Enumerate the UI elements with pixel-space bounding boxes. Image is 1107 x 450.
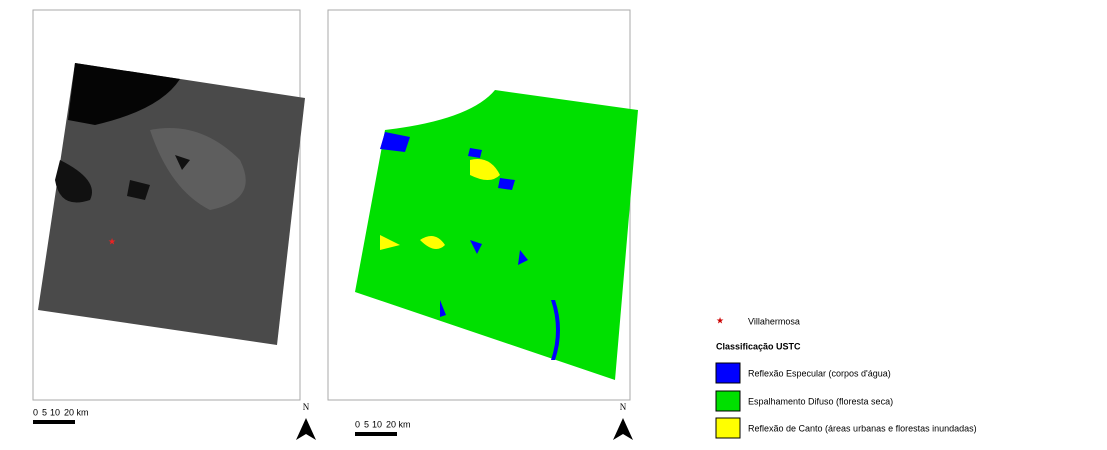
scale-label: 5 [364,419,369,429]
classification-map: 0 5 10 20 km N [328,10,638,440]
legend: ★ Villahermosa Classificação USTC Reflex… [716,315,977,438]
scale-label: 20 km [64,407,89,417]
legend-label: Reflexão de Canto (áreas urbanas e flore… [748,423,977,433]
scale-bar [33,420,75,424]
figure: ★ 0 5 10 20 km N 0 5 10 20 km N ★ Villah… [0,0,1107,445]
north-label: N [303,402,310,412]
legend-swatch [716,391,740,411]
scale-label: 10 [50,407,60,417]
radar-map: ★ 0 5 10 20 km N [33,10,316,440]
classified-area [355,90,638,380]
legend-label: Espalhamento Difuso (floresta seca) [748,396,893,406]
city-marker: ★ [108,236,116,246]
north-arrow [296,418,316,440]
legend-label: Reflexão Especular (corpos d'água) [748,368,891,378]
north-arrow [613,418,633,440]
legend-swatch [716,418,740,438]
scale-label: 0 [33,407,38,417]
scale-label: 20 km [386,419,411,429]
legend-marker: ★ [716,315,724,325]
scale-label: 10 [372,419,382,429]
legend-point: Villahermosa [748,316,800,326]
legend-swatch [716,363,740,383]
scale-bar [355,432,397,436]
scale-label: 5 [42,407,47,417]
scale-label: 0 [355,419,360,429]
north-label: N [620,402,627,412]
legend-title: Classificação USTC [716,341,801,351]
